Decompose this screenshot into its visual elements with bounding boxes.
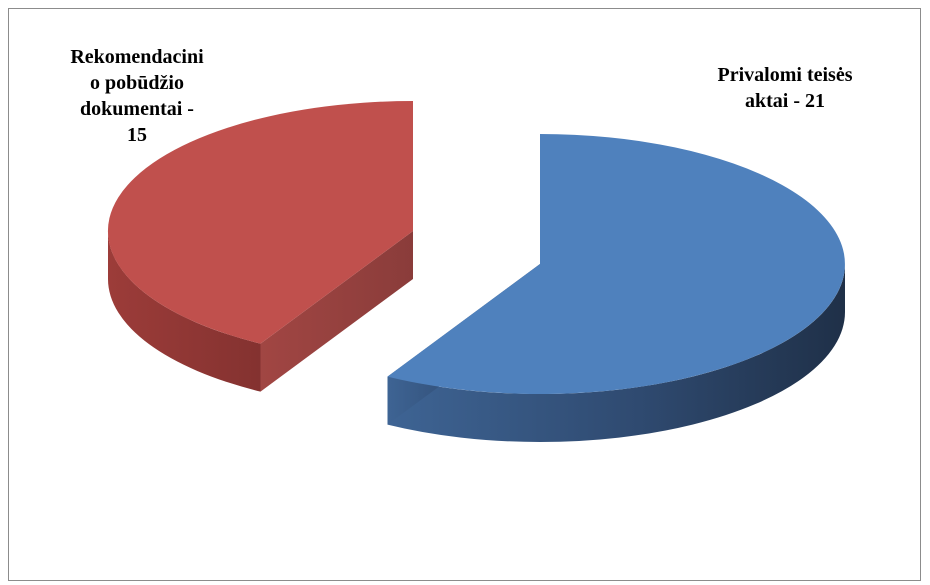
slice-side-rekomendacinio-cut-0 — [260, 231, 413, 392]
slice-side-rekomendacinio — [108, 231, 261, 392]
slice-top-privalomi — [387, 134, 845, 395]
slice-top-rekomendacinio — [107, 101, 414, 344]
slice-label-rekomendacinio: Rekomendacini o pobūdžio dokumentai - 15 — [70, 46, 204, 146]
slice-label-privalomi: Privalomi teisės aktai - 21 — [717, 64, 853, 112]
slice-side-privalomi — [387, 264, 845, 443]
